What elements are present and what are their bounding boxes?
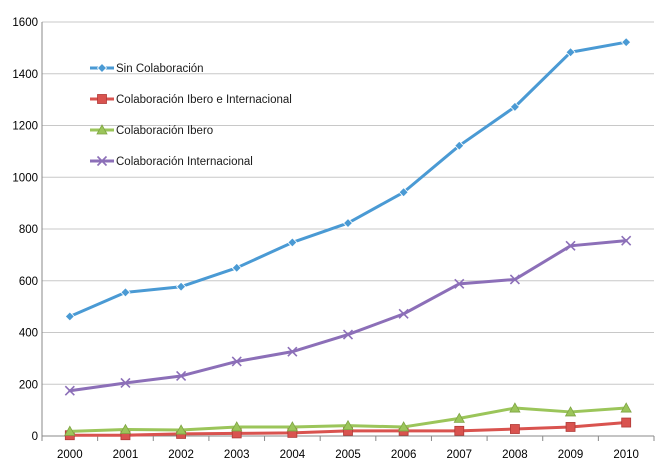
data-point [454, 278, 465, 289]
data-point [287, 237, 298, 248]
legend-swatch-marker [96, 62, 108, 74]
legend-swatch-marker [97, 94, 107, 104]
data-point [510, 424, 520, 434]
data-point [342, 217, 354, 229]
legend-label: Colaboración Ibero [116, 125, 213, 137]
data-point [621, 417, 632, 428]
data-point [454, 425, 465, 436]
data-point [565, 47, 576, 58]
data-point [64, 311, 75, 322]
data-point [565, 240, 576, 251]
data-point [120, 377, 131, 389]
data-point [119, 423, 132, 434]
y-tick-label: 400 [19, 328, 38, 340]
data-point [621, 37, 632, 48]
legend: Sin Colaboración Colaboración Ibero e Int… [90, 62, 292, 168]
data-point [64, 425, 76, 436]
data-point [509, 274, 520, 285]
x-tick-label: 2009 [558, 449, 584, 461]
data-point [64, 385, 75, 396]
legend-label: Colaboración Internacional [116, 156, 253, 168]
x-tick-label: 2004 [280, 449, 306, 461]
data-point [231, 421, 243, 432]
data-point [286, 421, 299, 432]
x-tick-label: 2010 [613, 449, 639, 461]
series-0 [64, 37, 632, 322]
y-tick-label: 1600 [12, 17, 38, 29]
legend-swatch-marker [96, 124, 108, 135]
data-point [454, 140, 465, 151]
data-point [231, 356, 242, 367]
data-point [175, 424, 187, 435]
series-2 [64, 402, 632, 436]
x-tick-label: 2000 [57, 449, 83, 461]
legend-entry: Colaboración Ibero e Internacional [90, 94, 292, 106]
x-tick-label: 2008 [502, 449, 528, 461]
data-point [342, 329, 354, 340]
legend-label: Sin Colaboración [116, 63, 204, 75]
x-tick-label: 2007 [446, 449, 472, 461]
data-point [176, 281, 187, 292]
y-tick-label: 1400 [12, 69, 38, 81]
data-point [287, 346, 298, 357]
data-point [621, 235, 632, 246]
x-tick-label: 2003 [224, 449, 250, 461]
data-point [342, 419, 354, 431]
x-tick-label: 2006 [391, 449, 417, 461]
legend-swatch-marker [96, 155, 108, 167]
data-point [509, 402, 521, 413]
series-3 [64, 235, 632, 396]
data-point [620, 402, 632, 413]
data-point [564, 406, 577, 417]
data-point [398, 308, 409, 319]
gridlines [42, 21, 654, 385]
series-lines [64, 37, 632, 441]
legend-entry: Colaboración Internacional [90, 155, 253, 168]
data-point [565, 422, 576, 432]
y-tick-label: 200 [19, 379, 38, 391]
legend-entry: Sin Colaboración [90, 62, 204, 75]
data-point [398, 187, 409, 198]
x-tick-labels: 2000 2001 2002 2003 2004 2005 2006 2007 2008 2009… [57, 449, 639, 461]
data-point [231, 262, 242, 273]
data-point [176, 370, 187, 382]
y-tick-label: 600 [19, 276, 38, 288]
x-tick-label: 2002 [168, 449, 194, 461]
y-tick-labels: 0 200 400 600 800 1000 1200 1400 1600 [12, 17, 38, 443]
data-point [397, 421, 410, 432]
x-tick-label: 2005 [335, 449, 361, 461]
y-tick-label: 800 [19, 224, 38, 236]
legend-entry: Colaboración Ibero [90, 124, 213, 137]
y-tick-label: 1000 [12, 172, 38, 184]
y-tick-label: 0 [32, 431, 38, 443]
data-point [509, 101, 520, 112]
y-tick-label: 1200 [12, 121, 38, 133]
legend-label: Colaboración Ibero e Internacional [116, 94, 292, 106]
data-point [120, 287, 131, 298]
data-point [453, 412, 465, 423]
x-tick-label: 2001 [113, 449, 139, 461]
